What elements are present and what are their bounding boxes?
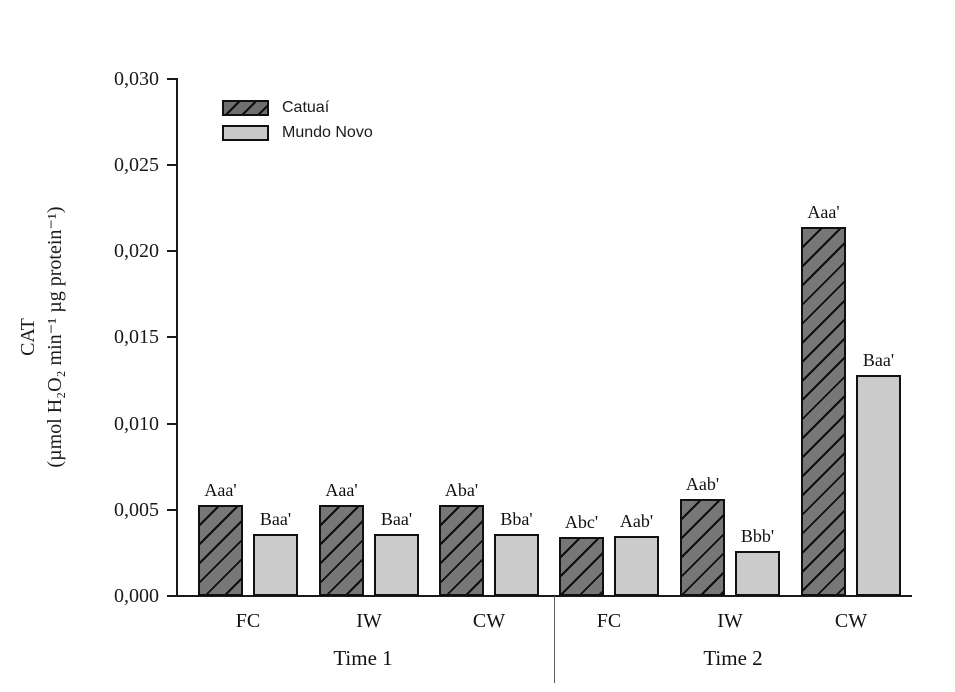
bar-annotation: Aab' <box>685 474 720 494</box>
y-tick-label: 0,030 <box>114 68 159 90</box>
x-category-label: CW <box>472 610 506 632</box>
bar-mundo-novo <box>253 534 298 596</box>
x-category-label: IW <box>717 610 743 632</box>
bar-annotation: Aba' <box>444 480 479 500</box>
bar-catuai <box>439 505 484 596</box>
bar-catuai <box>680 499 725 596</box>
bar-annotation: Aaa' <box>807 202 840 222</box>
legend: Catuaí Mundo Novo <box>222 95 373 145</box>
y-tick-mark <box>167 250 177 252</box>
y-tick-label: 0,020 <box>114 240 159 262</box>
y-tick-label: 0,010 <box>114 413 159 435</box>
y-tick-mark <box>167 423 177 425</box>
legend-swatch-light <box>222 124 269 141</box>
bar-annotation: Bbb' <box>740 526 775 546</box>
x-category-label: CW <box>834 610 868 632</box>
x-category-label: FC <box>596 610 622 632</box>
bar-mundo-novo <box>374 534 419 596</box>
bar-annotation: Baa' <box>862 350 895 370</box>
x-category-label: IW <box>356 610 382 632</box>
bar-catuai <box>559 537 604 596</box>
y-tick-mark <box>167 78 177 80</box>
legend-label: Catuaí <box>282 98 330 116</box>
bar-annotation: Aab' <box>619 511 654 531</box>
section-label: Time 1 <box>333 646 393 670</box>
bar-mundo-novo <box>494 534 539 596</box>
section-divider-line <box>554 596 555 683</box>
legend-label: Mundo Novo <box>282 123 373 141</box>
section-label: Time 2 <box>703 646 763 670</box>
y-tick-label: 0,025 <box>114 154 159 176</box>
y-tick-label: 0,000 <box>114 585 159 607</box>
bar-catuai <box>319 505 364 596</box>
legend-item: Mundo Novo <box>222 120 373 145</box>
legend-swatch-hatched <box>222 99 269 116</box>
y-tick-mark <box>167 164 177 166</box>
bar-mundo-novo <box>735 551 780 596</box>
bar-annotation: Abc' <box>564 512 599 532</box>
y-tick-label: 0,015 <box>114 326 159 348</box>
bar-catuai <box>198 505 243 596</box>
legend-item: Catuaí <box>222 95 373 120</box>
bar-annotation: Aaa' <box>204 480 237 500</box>
y-tick-mark <box>167 336 177 338</box>
y-tick-label: 0,005 <box>114 499 159 521</box>
y-axis-line <box>176 78 178 597</box>
bar-catuai <box>801 227 846 596</box>
bar-annotation: Baa' <box>380 509 413 529</box>
bar-mundo-novo <box>614 536 659 596</box>
bar-annotation: Bba' <box>500 509 533 529</box>
y-tick-mark <box>167 509 177 511</box>
bar-annotation: Baa' <box>259 509 292 529</box>
y-axis-title-line1: CAT <box>17 318 39 356</box>
y-tick-mark <box>167 595 177 597</box>
bar-mundo-novo <box>856 375 901 596</box>
x-category-label: FC <box>235 610 261 632</box>
x-axis-line <box>167 595 912 597</box>
bar-annotation: Aaa' <box>325 480 358 500</box>
